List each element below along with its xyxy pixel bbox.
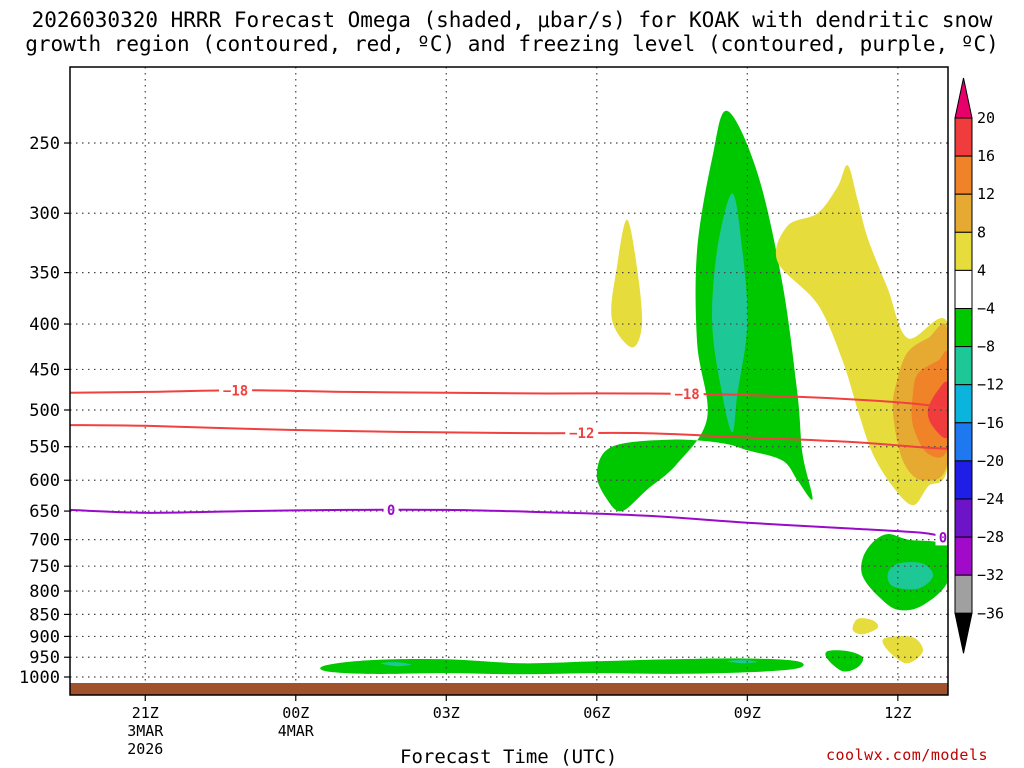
omega-region-1 [712,193,748,433]
y-tick-label-300: 300 [29,204,60,224]
omega-region-9 [852,618,879,635]
y-tick-label-650: 650 [29,502,60,522]
colorbar-label-3: 8 [977,223,986,241]
colorbar-bottom-triangle [954,612,973,654]
colorbar-box-7 [954,384,973,424]
freezing-contour-label-bg-2-0 [383,501,399,518]
colorbar-box-12 [954,574,973,614]
colorbar-box-4 [954,269,973,309]
colorbar-label-1: 16 [977,147,995,165]
title-line-1: 2026030320 HRRR Forecast Omega (shaded, … [31,8,993,32]
omega-region-6 [927,381,948,439]
colorbar: 20 16 12 8 4 −4 −8 −12 −16 −20 −24 −28 −32 −36 [954,77,1004,654]
x-tick-year-21Z: 2026 [127,740,163,758]
ground-surface [70,683,948,695]
colorbar-label-10: −24 [977,490,1004,508]
y-tick-label-750: 750 [29,557,60,577]
x-tick-label-09Z: 09Z [734,704,761,722]
colorbar-box-5 [954,308,973,348]
y-tick-label-400: 400 [29,315,60,335]
title-line-2: growth region (contoured, red, ºC) and f… [25,32,999,56]
y-tick-label-600: 600 [29,471,60,491]
omega-region-10 [882,636,924,664]
y-tick-label-800: 800 [29,582,60,602]
freezing-contour-label-2-1: 0 [939,530,947,546]
plot-frame [69,66,949,696]
dendritic-contour-label-bg-1-0 [565,425,599,442]
x-tick-label-12Z: 12Z [884,704,911,722]
dendritic-contour-line-1 [70,424,948,450]
omega-region-12 [320,658,804,675]
dendritic-contour-label-0-0: −18 [223,383,248,399]
colorbar-box-10 [954,498,973,538]
y-tick-label-700: 700 [29,531,60,551]
colorbar-label-12: −32 [977,566,1004,584]
freezing-contour-line-2 [70,508,948,540]
colorbar-box-6 [954,346,973,386]
y-tick-label-950: 950 [29,648,60,668]
temperature-contours: −18 −18 −12 0 0 [70,382,948,546]
omega-region-2 [611,219,643,348]
colorbar-label-5: −4 [977,300,995,318]
colorbar-label-4: 4 [977,261,986,279]
colorbar-label-7: −12 [977,376,1004,394]
pressure-axis: 2503003504004505005506006507007508008509… [19,134,70,688]
x-tick-label-21Z: 21Z [132,704,159,722]
x-tick-label-03Z: 03Z [433,704,460,722]
colorbar-top-triangle [954,77,973,119]
y-tick-label-250: 250 [29,134,60,154]
colorbar-box-1 [954,155,973,195]
x-tick-label-00Z: 00Z [282,704,309,722]
colorbar-box-3 [954,231,973,271]
freezing-contour-label-bg-2-1 [935,529,948,546]
colorbar-box-2 [954,193,973,233]
colorbar-box-11 [954,536,973,576]
y-tick-label-850: 850 [29,605,60,625]
dendritic-contour-line-0 [70,389,948,411]
colorbar-label-8: −16 [977,414,1004,432]
y-tick-label-900: 900 [29,627,60,647]
dendritic-contour-label-0-1: −18 [674,387,699,403]
colorbar-label-13: −36 [977,604,1004,622]
freezing-contour-label-2-0: 0 [387,503,395,519]
y-tick-label-350: 350 [29,264,60,284]
dendritic-contour-label-bg-0-0 [219,382,253,399]
credit-text: coolwx.com/models [826,746,989,764]
x-tick-date-00Z: 4MAR [278,722,315,740]
omega-region-11 [825,650,864,672]
dendritic-contour-label-bg-0-1 [670,386,704,403]
colorbar-box-9 [954,460,973,500]
y-tick-label-550: 550 [29,438,60,458]
x-axis-title: Forecast Time (UTC) [400,746,618,768]
omega-region-8 [887,562,934,590]
omega-region-13 [381,662,412,667]
colorbar-label-11: −28 [977,528,1004,546]
gridlines [70,67,948,683]
x-tick-label-06Z: 06Z [583,704,610,722]
omega-shading [320,110,948,675]
colorbar-label-6: −8 [977,338,995,356]
colorbar-label-2: 12 [977,185,995,203]
colorbar-box-0 [954,117,973,157]
omega-region-14 [727,660,758,664]
omega-region-0 [596,110,813,512]
colorbar-box-8 [954,422,973,462]
dendritic-contour-label-1-0: −12 [569,426,594,442]
colorbar-label-9: −20 [977,452,1004,470]
x-tick-date-21Z: 3MAR [127,722,164,740]
colorbar-label-0: 20 [977,109,995,127]
y-tick-label-1000: 1000 [19,668,60,688]
y-tick-label-500: 500 [29,401,60,421]
y-tick-label-450: 450 [29,360,60,380]
chart-title: 2026030320 HRRR Forecast Omega (shaded, … [0,8,1024,56]
